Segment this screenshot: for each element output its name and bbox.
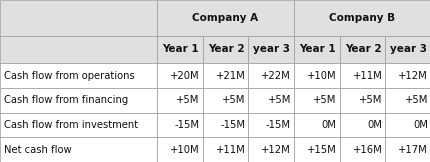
Bar xyxy=(0,88,157,113)
Bar xyxy=(384,36,430,63)
Bar xyxy=(339,88,384,113)
Bar xyxy=(248,137,293,162)
Bar xyxy=(339,137,384,162)
Text: +15M: +15M xyxy=(306,145,336,155)
Text: +17M: +17M xyxy=(397,145,427,155)
Bar xyxy=(0,0,157,36)
Bar xyxy=(384,137,430,162)
Text: year 3: year 3 xyxy=(389,44,426,54)
Text: Cash flow from operations: Cash flow from operations xyxy=(4,70,135,81)
Text: 0M: 0M xyxy=(367,120,381,130)
Text: +12M: +12M xyxy=(261,145,290,155)
Bar xyxy=(202,137,248,162)
Text: +11M: +11M xyxy=(215,145,245,155)
Bar xyxy=(293,0,430,36)
Bar xyxy=(0,137,157,162)
Text: Year 2: Year 2 xyxy=(207,44,244,54)
Text: +5M: +5M xyxy=(221,95,245,105)
Bar xyxy=(339,63,384,88)
Text: -15M: -15M xyxy=(265,120,290,130)
Text: Company A: Company A xyxy=(192,13,258,23)
Text: +5M: +5M xyxy=(313,95,336,105)
Text: 0M: 0M xyxy=(321,120,336,130)
Bar xyxy=(202,88,248,113)
Text: -15M: -15M xyxy=(220,120,245,130)
Bar xyxy=(248,36,293,63)
Bar xyxy=(157,0,293,36)
Text: Year 2: Year 2 xyxy=(344,44,381,54)
Bar xyxy=(157,137,202,162)
Text: year 3: year 3 xyxy=(252,44,289,54)
Text: Cash flow from investment: Cash flow from investment xyxy=(4,120,138,130)
Bar xyxy=(384,113,430,137)
Text: +10M: +10M xyxy=(170,145,199,155)
Text: +12M: +12M xyxy=(397,70,427,81)
Text: Cash flow from financing: Cash flow from financing xyxy=(4,95,128,105)
Bar xyxy=(248,88,293,113)
Bar xyxy=(339,113,384,137)
Bar xyxy=(248,63,293,88)
Text: 0M: 0M xyxy=(412,120,427,130)
Text: +10M: +10M xyxy=(306,70,336,81)
Bar xyxy=(339,36,384,63)
Bar xyxy=(384,63,430,88)
Bar xyxy=(0,63,157,88)
Text: +11M: +11M xyxy=(352,70,381,81)
Bar xyxy=(157,88,202,113)
Bar xyxy=(384,88,430,113)
Text: +22M: +22M xyxy=(261,70,290,81)
Text: +21M: +21M xyxy=(215,70,245,81)
Bar xyxy=(293,137,339,162)
Text: +5M: +5M xyxy=(404,95,427,105)
Bar xyxy=(157,63,202,88)
Text: Net cash flow: Net cash flow xyxy=(4,145,71,155)
Text: Company B: Company B xyxy=(329,13,395,23)
Text: +16M: +16M xyxy=(352,145,381,155)
Bar xyxy=(248,113,293,137)
Bar xyxy=(0,36,157,63)
Bar xyxy=(202,36,248,63)
Text: +20M: +20M xyxy=(170,70,199,81)
Bar xyxy=(202,63,248,88)
Text: Year 1: Year 1 xyxy=(298,44,335,54)
Bar xyxy=(293,63,339,88)
Text: +5M: +5M xyxy=(267,95,290,105)
Text: Year 1: Year 1 xyxy=(162,44,198,54)
Bar xyxy=(293,113,339,137)
Bar xyxy=(157,113,202,137)
Bar xyxy=(202,113,248,137)
Text: +5M: +5M xyxy=(358,95,381,105)
Bar xyxy=(157,36,202,63)
Text: -15M: -15M xyxy=(174,120,199,130)
Text: +5M: +5M xyxy=(176,95,199,105)
Bar xyxy=(293,36,339,63)
Bar xyxy=(0,113,157,137)
Bar xyxy=(293,88,339,113)
